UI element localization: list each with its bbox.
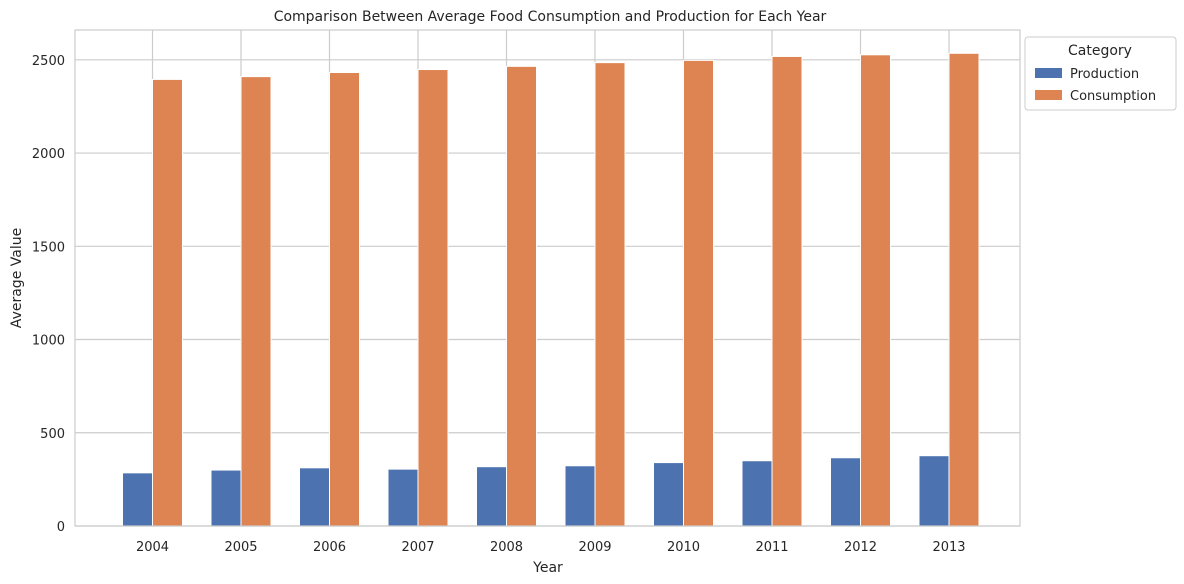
bar-production-2005: [210, 469, 242, 527]
x-tick-label: 2008: [490, 540, 523, 555]
bar-consumption-2007: [417, 69, 449, 527]
bar-production-2007: [387, 468, 419, 527]
legend-box: [1024, 36, 1177, 111]
bar-production-2008: [476, 466, 507, 527]
bar-production-2012: [830, 457, 861, 527]
x-tick-label: 2006: [313, 540, 346, 555]
x-axis-label: Year: [532, 560, 563, 576]
legend: Category Production Consumption: [1024, 36, 1177, 111]
bar-consumption-2005: [240, 76, 272, 527]
plot-frame: [74, 29, 1021, 527]
chart-title: Comparison Between Average Food Consumpt…: [274, 9, 827, 25]
bar-consumption-2008: [506, 65, 537, 527]
y-tick-labels: 0 500 1000 1500 2000 2500: [32, 54, 65, 535]
y-axis-label: Average Value: [9, 228, 25, 328]
bar-production-2013: [918, 455, 950, 527]
x-tick-label: 2005: [224, 540, 257, 555]
legend-swatch-consumption: [1035, 90, 1062, 100]
y-tick-label: 1000: [32, 334, 65, 349]
bar-production-2009: [564, 465, 596, 527]
x-tick-label: 2009: [578, 540, 611, 555]
bar-consumption-2012: [860, 54, 891, 527]
bars: [122, 52, 980, 527]
bar-consumption-2011: [771, 55, 803, 527]
x-tick-label: 2013: [932, 540, 965, 555]
bar-consumption-2013: [948, 52, 980, 527]
y-tick-label: 500: [40, 427, 65, 442]
x-tick-labels: 2004 2005 2006 2007 2008 2009 2010 2011 2012 2013: [136, 540, 966, 555]
bar-consumption-2006: [329, 72, 360, 527]
y-tick-label: 2500: [32, 54, 65, 69]
bar-production-2006: [299, 467, 330, 527]
bar-production-2011: [741, 460, 773, 527]
x-tick-label: 2010: [667, 540, 700, 555]
x-tick-label: 2004: [136, 540, 169, 555]
bar-production-2004: [122, 472, 153, 527]
legend-swatch-production: [1035, 68, 1062, 78]
y-tick-label: 0: [57, 520, 65, 535]
bar-production-2010: [653, 462, 684, 527]
bar-consumption-2009: [594, 62, 626, 527]
x-tick-label: 2007: [401, 540, 434, 555]
x-tick-label: 2012: [844, 540, 877, 555]
x-tick-label: 2011: [755, 540, 788, 555]
bar-consumption-2004: [152, 78, 183, 527]
y-tick-label: 1500: [32, 240, 65, 255]
legend-label-production: Production: [1070, 67, 1139, 82]
y-tick-label: 2000: [32, 147, 65, 162]
legend-label-consumption: Consumption: [1070, 89, 1156, 104]
legend-title: Category: [1068, 43, 1132, 59]
bar-consumption-2010: [683, 59, 714, 527]
